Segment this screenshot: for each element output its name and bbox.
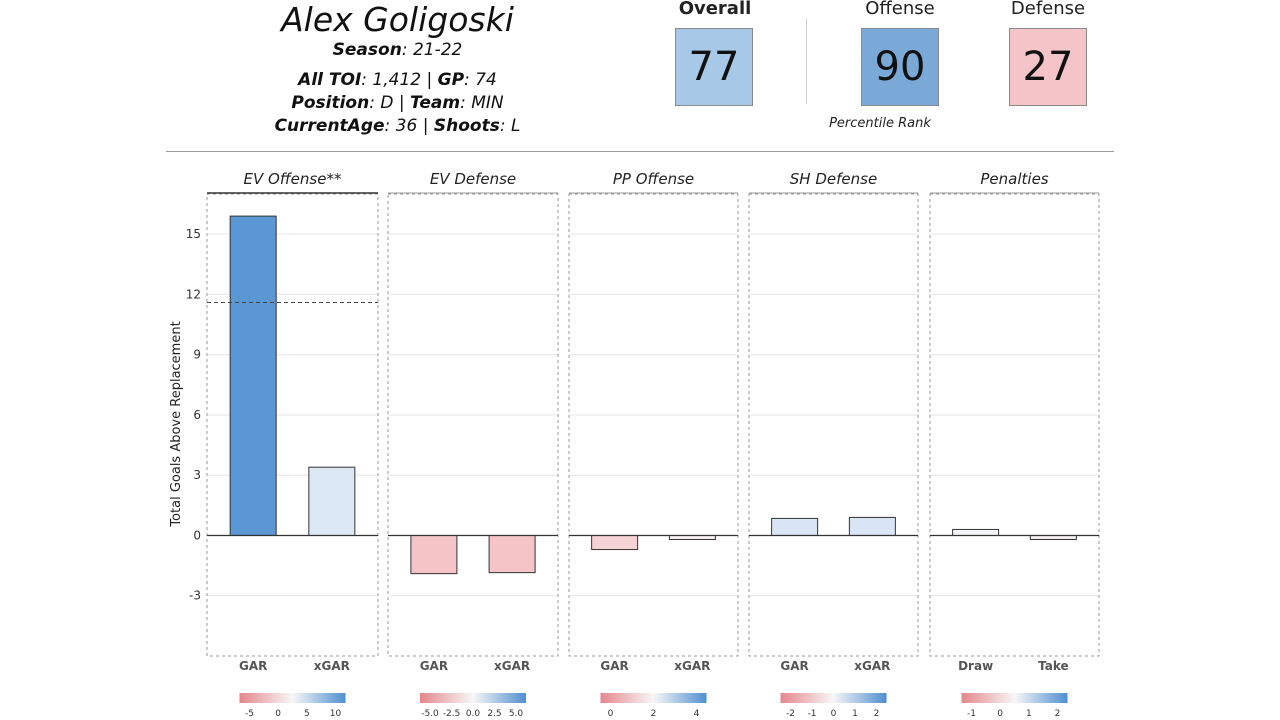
bar-draw xyxy=(952,528,1000,536)
legend-tick: -1 xyxy=(808,709,817,719)
legend-tick: -5.0 xyxy=(421,709,439,719)
legend-tick: -5 xyxy=(245,709,254,719)
legend-tick: -2 xyxy=(786,709,795,719)
panel-border xyxy=(748,193,919,657)
legend-tick: 2 xyxy=(651,709,657,719)
legend-tick: 10 xyxy=(330,709,342,719)
y-tick-label: 9 xyxy=(193,348,201,362)
bar-take xyxy=(1029,534,1077,540)
x-tick-label: GAR xyxy=(239,659,267,673)
x-tick-label: xGAR xyxy=(494,659,530,673)
panel-border xyxy=(206,193,379,657)
legend-tick: 5.0 xyxy=(509,709,524,719)
legend-colorbar xyxy=(239,693,346,703)
legend-colorbar xyxy=(961,693,1068,703)
x-tick-label: xGAR xyxy=(854,659,890,673)
x-tick-label: GAR xyxy=(780,659,808,673)
legend-tick: 2 xyxy=(1055,709,1061,719)
legend-tick: 0.0 xyxy=(466,709,481,719)
panel-title: Penalties xyxy=(980,170,1048,188)
bar-xgar xyxy=(308,466,356,536)
header-rule xyxy=(166,151,1114,152)
legend-tick: 5 xyxy=(304,709,310,719)
y-tick-label: 0 xyxy=(193,528,201,542)
bar-gar xyxy=(410,534,458,575)
y-axis-label: Total Goals Above Replacement xyxy=(169,321,184,527)
x-tick-label: GAR xyxy=(600,659,628,673)
panel-border xyxy=(387,193,559,657)
legend-tick: 0 xyxy=(608,709,614,719)
panel-title: EV Offense** xyxy=(244,170,342,188)
offense-label: Offense xyxy=(865,0,935,19)
x-tick-label: Draw xyxy=(958,659,993,673)
defense-label: Defense xyxy=(1010,0,1086,19)
y-tick-label: 15 xyxy=(186,227,201,241)
position-line: Position: D | Team: MIN xyxy=(291,93,504,113)
legend-tick: 0 xyxy=(997,709,1003,719)
bar-gar xyxy=(771,517,819,536)
x-tick-label: GAR xyxy=(420,659,448,673)
bar-xgar xyxy=(668,534,716,540)
legend-tick: 0 xyxy=(275,709,281,719)
age-line: CurrentAge: 36 | Shoots: L xyxy=(274,116,521,136)
legend-tick: 1 xyxy=(852,709,858,719)
header-divider xyxy=(806,18,807,104)
toi-line: All TOI: 1,412 | GP: 74 xyxy=(298,70,497,90)
legend-tick: 2 xyxy=(874,709,880,719)
x-tick-label: xGAR xyxy=(674,659,710,673)
y-tick-label: -3 xyxy=(189,589,201,603)
legend-tick: 1 xyxy=(1026,709,1032,719)
defense-rank-box: 27 xyxy=(1009,28,1087,106)
overall-label: Overall xyxy=(678,0,752,19)
offense-rank-box: 90 xyxy=(861,28,939,106)
panel-title: SH Defense xyxy=(790,170,877,188)
panel-title: EV Defense xyxy=(430,170,516,188)
legend-tick: 0 xyxy=(831,709,837,719)
y-tick-label: 3 xyxy=(193,468,201,482)
bar-xgar xyxy=(488,534,536,574)
overall-rank-box: 77 xyxy=(675,28,753,106)
bar-gar xyxy=(591,534,639,551)
panel-border xyxy=(929,193,1100,657)
y-tick-label: 12 xyxy=(186,287,201,301)
bar-gar xyxy=(229,215,277,536)
legend-colorbar xyxy=(420,693,526,703)
percentile-rank-note: Percentile Rank xyxy=(829,116,931,131)
legend-tick: 4 xyxy=(694,709,700,719)
legend-tick: 2.5 xyxy=(487,709,501,719)
legend-colorbar xyxy=(600,693,707,703)
panel-title: PP Offense xyxy=(613,170,694,188)
panel-border xyxy=(568,193,739,657)
legend-tick: -2.5 xyxy=(443,709,461,719)
season-line: Season: 21-22 xyxy=(332,40,463,60)
x-tick-label: Take xyxy=(1038,659,1069,673)
player-name: Alex Goligoski xyxy=(281,0,514,39)
legend-colorbar xyxy=(780,693,887,703)
y-tick-label: 6 xyxy=(193,408,201,422)
legend-tick: -1 xyxy=(967,709,976,719)
bar-xgar xyxy=(848,516,896,536)
x-tick-label: xGAR xyxy=(314,659,350,673)
